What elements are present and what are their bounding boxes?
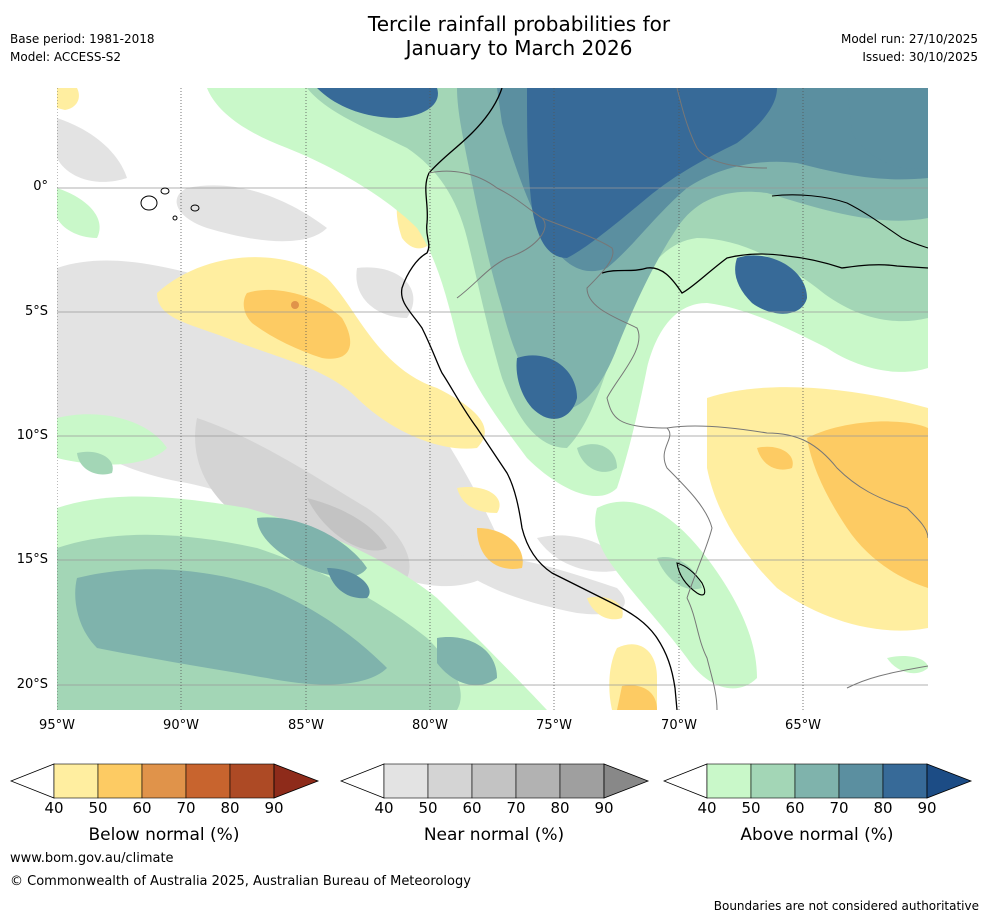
lon-label-65w: 65°W <box>785 718 821 733</box>
probability-map <box>57 88 928 710</box>
map-title: Tercile rainfall probabilities for Janua… <box>294 12 744 60</box>
lon-label-70w: 70°W <box>661 718 697 733</box>
below-normal-colorbar <box>10 763 320 799</box>
above-normal-tick: 60 <box>785 799 805 817</box>
below-normal-swatch <box>229 763 275 799</box>
model-run: Model run: 27/10/2025 <box>840 32 978 46</box>
above-normal-swatch <box>882 763 928 799</box>
above-normal-regions <box>57 88 928 710</box>
lake-titicaca <box>676 562 706 596</box>
coastline <box>400 88 678 710</box>
lon-label-95w: 95°W <box>39 718 75 733</box>
near-normal-tick: 90 <box>594 799 614 817</box>
below-normal-tick: 40 <box>44 799 64 817</box>
above-normal-arrow-low <box>663 763 708 799</box>
below-normal-swatch <box>185 763 231 799</box>
below-normal-swatch <box>141 763 187 799</box>
above-normal-swatch <box>838 763 884 799</box>
near-normal-swatch <box>515 763 561 799</box>
near-normal-arrow-high <box>603 763 650 799</box>
above-normal-tick: 80 <box>873 799 893 817</box>
amazon-river-north <box>771 194 928 249</box>
near-normal-tick: 40 <box>374 799 394 817</box>
near-normal-tick: 50 <box>418 799 438 817</box>
footer-copyright: © Commonwealth of Australia 2025, Austra… <box>10 874 471 889</box>
title-line-2: January to March 2026 <box>405 36 633 60</box>
below-normal-tick: 80 <box>220 799 240 817</box>
base-period: Base period: 1981-2018 <box>10 32 155 46</box>
near-normal-swatch <box>471 763 517 799</box>
near-normal-tick: 60 <box>462 799 482 817</box>
below-normal-arrow-low <box>10 763 55 799</box>
footer-website[interactable]: www.bom.gov.au/climate <box>10 851 174 866</box>
lat-label-10s: 10°S <box>16 428 48 443</box>
model-name: Model: ACCESS-S2 <box>10 50 122 64</box>
below-normal-tick: 90 <box>264 799 284 817</box>
lat-label-0: 0° <box>33 179 48 194</box>
near-normal-swatch <box>559 763 605 799</box>
near-normal-colorbar <box>340 763 650 799</box>
issued-date: Issued: 30/10/2025 <box>862 50 978 64</box>
amazon-river <box>601 253 928 294</box>
lon-label-80w: 80°W <box>412 718 448 733</box>
lon-label-90w: 90°W <box>163 718 199 733</box>
meta-left: Base period: 1981-2018 Model: ACCESS-S2 <box>10 30 155 66</box>
lat-label-5s: 5°S <box>24 304 48 319</box>
lon-label-85w: 85°W <box>288 718 324 733</box>
above-normal-swatch <box>706 763 752 799</box>
galapagos-islands <box>140 187 200 221</box>
above-normal-tick: 40 <box>697 799 717 817</box>
lat-label-15s: 15°S <box>16 552 48 567</box>
lon-label-75w: 75°W <box>536 718 572 733</box>
above-normal-swatch <box>794 763 840 799</box>
meta-right: Model run: 27/10/2025 Issued: 30/10/2025 <box>841 30 978 66</box>
country-borders <box>428 88 928 710</box>
near-normal-label: Near normal (%) <box>423 825 565 845</box>
title-line-1: Tercile rainfall probabilities for <box>367 12 671 36</box>
near-normal-tick: 80 <box>550 799 570 817</box>
below-normal-arrow-high <box>273 763 320 799</box>
graticule <box>57 187 928 686</box>
below-normal-swatch <box>97 763 143 799</box>
map-svg <box>57 88 928 710</box>
above-normal-colorbar <box>663 763 973 799</box>
near-normal-swatch <box>383 763 429 799</box>
footer-disclaimer: Boundaries are not considered authoritat… <box>713 899 979 913</box>
near-normal-arrow-low <box>340 763 385 799</box>
near-normal-swatch <box>427 763 473 799</box>
above-normal-tick: 70 <box>829 799 849 817</box>
near-normal-tick: 70 <box>506 799 526 817</box>
below-normal-tick: 70 <box>176 799 196 817</box>
above-normal-arrow-high <box>926 763 973 799</box>
below-normal-label: Below normal (%) <box>88 825 240 845</box>
lat-label-20s: 20°S <box>16 677 48 692</box>
above-normal-swatch <box>750 763 796 799</box>
below-normal-swatch <box>53 763 99 799</box>
above-normal-tick: 90 <box>917 799 937 817</box>
above-normal-label: Above normal (%) <box>740 825 894 845</box>
below-normal-tick: 50 <box>88 799 108 817</box>
above-normal-tick: 50 <box>741 799 761 817</box>
below-normal-tick: 60 <box>132 799 152 817</box>
